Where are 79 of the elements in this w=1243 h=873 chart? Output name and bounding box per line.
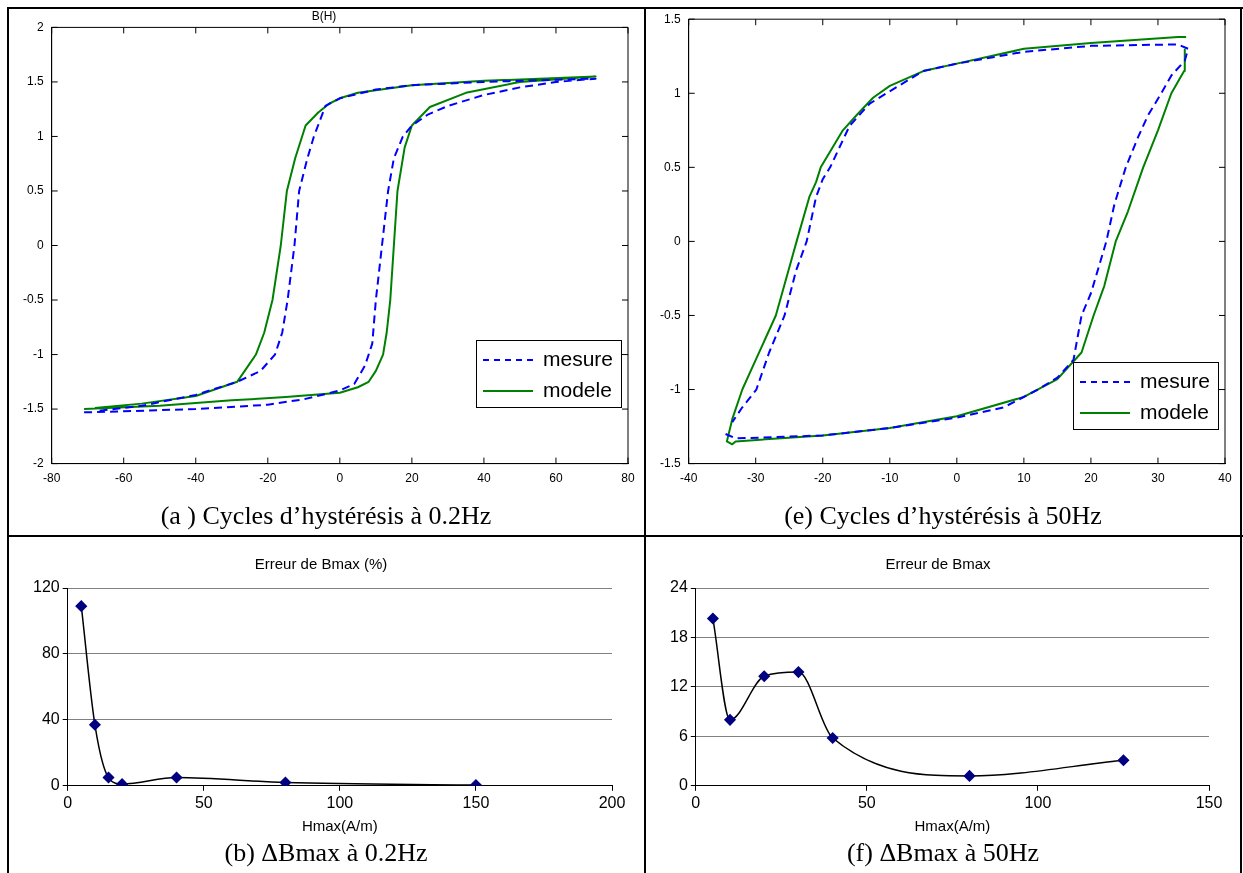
point xyxy=(792,666,805,678)
x-tick-label: 100 xyxy=(326,793,354,811)
x-axis-title: Hmax(A/m) xyxy=(301,817,378,835)
point xyxy=(758,670,770,682)
y-tick-label: 80 xyxy=(41,644,60,662)
y-tick-label: 6 xyxy=(678,726,688,744)
x-axis-title: Hmax(A/m) xyxy=(914,817,991,835)
y-tick-label: 120 xyxy=(32,578,60,596)
x-tick-label: -40 xyxy=(680,471,698,486)
legend-label: modele xyxy=(543,377,612,401)
legend-label: modele xyxy=(1140,399,1209,423)
y-tick-label: -2 xyxy=(33,455,44,470)
y-tick-label: 0 xyxy=(673,233,681,248)
x-tick-label: -20 xyxy=(814,471,832,486)
y-tick-label: 0 xyxy=(678,776,688,794)
point xyxy=(724,714,736,726)
point xyxy=(170,771,183,784)
y-tick-label: 40 xyxy=(41,710,60,728)
text: (b) ΔBmax à 0.2Hz xyxy=(223,838,429,868)
x-tick-label: 100 xyxy=(1024,793,1052,811)
point xyxy=(279,776,292,786)
x-tick-label: 50 xyxy=(857,793,876,811)
point xyxy=(102,771,115,784)
y-tick-label: 1.5 xyxy=(26,74,44,89)
y-tick-label: 18 xyxy=(670,627,688,645)
legend-label: mesure xyxy=(543,346,614,370)
y-tick-label: 2 xyxy=(36,19,44,34)
y-tick-label: 24 xyxy=(670,578,688,596)
x-tick-label: 20 xyxy=(1084,471,1098,486)
y-tick-label: -1 xyxy=(670,381,681,396)
chart-title: Erreur de Bmax (%) xyxy=(254,555,388,573)
x-tick-label: 60 xyxy=(549,471,563,486)
x-tick-label: 150 xyxy=(1195,793,1223,811)
y-tick-label: -1.5 xyxy=(659,455,681,470)
legend-label: mesure xyxy=(1140,368,1211,392)
point xyxy=(1117,754,1130,766)
text: (f) ΔBmax à 50Hz xyxy=(845,838,1041,868)
x-tick-label: 0 xyxy=(953,471,961,486)
y-tick-label: 1 xyxy=(673,85,681,100)
y-tick-label: 1.5 xyxy=(663,11,681,26)
point xyxy=(963,770,976,782)
y-tick-label: -1.5 xyxy=(22,401,44,416)
x-tick-label: -80 xyxy=(43,471,61,486)
legend-box: mesure modele xyxy=(476,339,623,408)
y-tick-label: 12 xyxy=(670,677,688,695)
x-tick-label: 150 xyxy=(462,793,490,811)
x-tick-label: 0 xyxy=(336,471,344,486)
x-tick-label: 30 xyxy=(1151,471,1165,486)
chart-title: Erreur de Bmax xyxy=(885,555,992,573)
x-tick-label: -30 xyxy=(747,471,765,486)
x-tick-label: -10 xyxy=(881,471,899,486)
x-tick-label: 0 xyxy=(63,793,73,811)
point xyxy=(75,600,88,612)
x-tick-label: 20 xyxy=(405,471,419,486)
y-tick-label: 0 xyxy=(36,237,44,252)
point xyxy=(89,719,101,731)
y-tick-label: 1 xyxy=(36,128,44,143)
x-tick-label: 50 xyxy=(194,793,213,811)
x-tick-label: -40 xyxy=(187,471,205,486)
y-tick-label: 0.5 xyxy=(663,159,681,174)
y-tick-label: -1 xyxy=(33,346,44,361)
y-tick-label: 0.5 xyxy=(26,183,44,198)
y-tick-label: 0 xyxy=(50,776,60,794)
y-tick-label: -0.5 xyxy=(22,292,44,307)
chart-title: B(H) xyxy=(311,8,337,23)
x-tick-label: -20 xyxy=(259,471,277,486)
text: (a ) Cycles d’hystérésis à 0.2Hz xyxy=(159,501,493,531)
text: (e) Cycles d’hystérésis à 50Hz xyxy=(783,501,1103,531)
x-tick-label: 10 xyxy=(1017,471,1031,486)
point xyxy=(707,612,719,625)
x-tick-label: 80 xyxy=(621,471,635,486)
x-tick-label: 40 xyxy=(477,471,491,486)
point xyxy=(826,732,839,744)
x-tick-label: 40 xyxy=(1218,471,1232,486)
x-tick-label: -60 xyxy=(115,471,133,486)
x-tick-label: 0 xyxy=(691,793,701,811)
y-tick-label: -0.5 xyxy=(659,307,681,322)
legend-box: mesure modele xyxy=(1073,361,1220,430)
x-tick-label: 200 xyxy=(598,793,626,811)
